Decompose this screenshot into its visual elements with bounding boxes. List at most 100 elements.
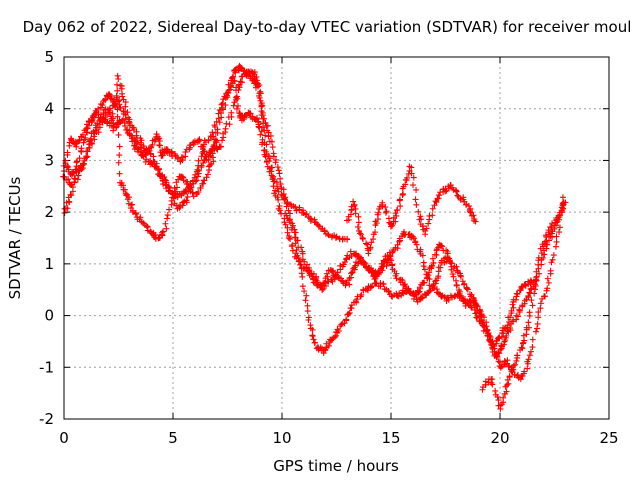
data-point [74, 158, 81, 165]
data-point [150, 158, 157, 165]
x-tick-labels: 0 5 10 15 20 25 [59, 429, 618, 447]
data-point [88, 139, 95, 146]
data-point [262, 153, 269, 160]
data-point [428, 264, 435, 271]
data-point [196, 137, 203, 144]
data-point [464, 286, 471, 293]
data-point [180, 177, 187, 184]
data-point [223, 120, 230, 127]
data-point [343, 255, 350, 262]
data-point [194, 173, 201, 180]
x-tick-label: 20 [490, 429, 509, 447]
data-point [472, 218, 479, 225]
data-point [420, 263, 427, 270]
data-point [301, 258, 308, 265]
data-point [324, 231, 331, 238]
data-point [276, 170, 283, 177]
data-point [258, 103, 265, 110]
data-point [393, 275, 400, 282]
data-point [153, 131, 160, 138]
data-point [325, 232, 332, 239]
data-point [381, 258, 388, 265]
data-point [473, 302, 480, 309]
x-tick-label: 10 [272, 429, 291, 447]
data-point [426, 212, 433, 219]
data-point [146, 147, 153, 154]
data-point [350, 198, 357, 205]
data-point [466, 208, 473, 215]
data-point [524, 365, 531, 372]
data-point [303, 292, 310, 299]
data-point [501, 325, 508, 332]
data-point [309, 333, 316, 340]
data-point [393, 212, 400, 219]
data-point [179, 202, 186, 209]
data-point [518, 344, 525, 351]
data-point [219, 100, 226, 107]
data-point [402, 181, 409, 188]
data-point [65, 176, 72, 183]
data-point [201, 157, 208, 164]
data-point [507, 314, 514, 321]
data-point [509, 301, 516, 308]
data-point [364, 241, 371, 248]
data-point [269, 144, 276, 151]
data-point [262, 132, 269, 139]
data-point [310, 279, 317, 286]
data-point [528, 297, 535, 304]
data-point [332, 234, 339, 241]
data-point [446, 255, 453, 262]
data-point [217, 143, 224, 150]
data-point [399, 277, 406, 284]
data-point [106, 105, 113, 112]
data-point [408, 164, 415, 171]
data-point [287, 236, 294, 243]
series-track-4 [63, 91, 220, 242]
data-point [397, 203, 404, 210]
data-point [285, 207, 292, 214]
data-point [467, 293, 474, 300]
data-point [80, 160, 87, 167]
x-axis-label: GPS time / hours [273, 457, 399, 475]
data-point [315, 222, 322, 229]
data-point [231, 78, 238, 85]
data-point [346, 309, 353, 316]
data-point [537, 305, 544, 312]
data-point [559, 194, 566, 201]
data-point [107, 95, 114, 102]
data-point [165, 188, 172, 195]
data-point [121, 186, 128, 193]
data-point [447, 182, 454, 189]
data-point [310, 336, 317, 343]
data-point [489, 349, 496, 356]
data-point [64, 205, 71, 212]
data-point [323, 270, 330, 277]
data-point [365, 250, 372, 257]
data-point [510, 362, 517, 369]
data-point [166, 187, 173, 194]
data-point [394, 206, 401, 213]
data-point [508, 368, 515, 375]
data-point [429, 255, 436, 262]
data-point [304, 302, 311, 309]
data-point [421, 266, 428, 273]
data-point [192, 178, 199, 185]
data-point [222, 125, 229, 132]
data-point [556, 229, 563, 236]
data-point [280, 191, 287, 198]
data-point [344, 236, 351, 243]
data-point [72, 175, 79, 182]
data-point [84, 153, 91, 160]
data-point [238, 64, 245, 71]
data-point [298, 270, 305, 277]
data-point [110, 127, 117, 134]
data-point [115, 76, 122, 83]
data-point [73, 143, 80, 150]
data-marks [60, 62, 569, 412]
chart-title: Day 062 of 2022, Sidereal Day-to-day VTE… [23, 18, 632, 36]
data-point [463, 285, 470, 292]
data-point [513, 357, 520, 364]
data-point [116, 170, 123, 177]
data-point [69, 170, 76, 177]
data-point [299, 250, 306, 257]
